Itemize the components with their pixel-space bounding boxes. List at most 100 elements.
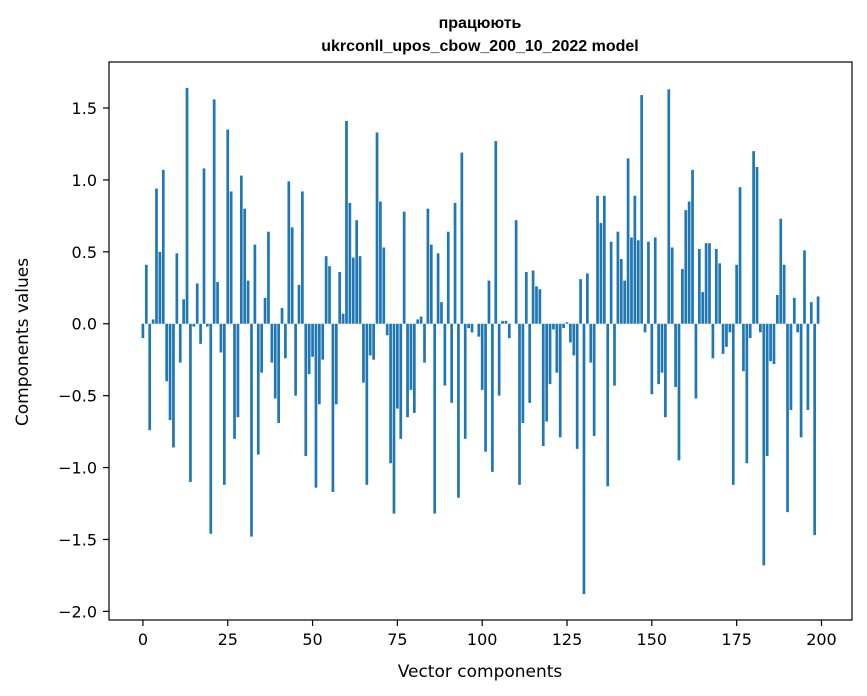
bar — [806, 323, 810, 411]
bar — [446, 231, 450, 324]
bar — [392, 323, 396, 514]
bar — [168, 323, 172, 421]
bar — [365, 323, 369, 485]
x-tick-label: 25 — [218, 630, 238, 649]
bar — [226, 129, 230, 324]
y-tick-label: −1.0 — [58, 459, 97, 478]
bar — [297, 284, 301, 324]
bar — [518, 323, 521, 485]
bar — [423, 323, 426, 363]
bar — [538, 289, 542, 324]
bar — [457, 323, 460, 498]
bar — [243, 208, 247, 324]
chart-subtitle: ukrconll_upos_cbow_200_10_2022 model — [321, 38, 638, 55]
bar — [765, 323, 769, 457]
bar — [762, 323, 766, 566]
bar — [813, 323, 817, 536]
bar — [721, 323, 725, 354]
bar — [755, 166, 759, 324]
bar — [307, 323, 311, 375]
bar — [426, 208, 430, 324]
bar — [317, 323, 321, 405]
x-tick-label: 200 — [806, 630, 837, 649]
bar — [267, 231, 270, 324]
bar — [467, 323, 470, 329]
y-tick-label: −2.0 — [58, 602, 97, 621]
bar — [786, 323, 789, 513]
bar — [691, 169, 694, 324]
y-tick-label: 1.0 — [72, 171, 97, 190]
bar — [816, 296, 820, 324]
bar — [182, 299, 185, 324]
bar — [199, 323, 202, 344]
bar — [803, 250, 806, 324]
bar — [453, 202, 457, 324]
bar — [161, 169, 165, 324]
x-axis-label: Vector components — [398, 662, 563, 682]
bar — [497, 323, 501, 396]
bar — [697, 248, 701, 324]
bar — [602, 195, 606, 324]
bar — [779, 218, 783, 324]
bar — [331, 323, 335, 492]
bar — [796, 323, 800, 333]
x-tick-label: 125 — [552, 630, 583, 649]
bar — [416, 319, 420, 324]
bar — [491, 323, 494, 472]
bar — [664, 323, 667, 418]
bar — [633, 195, 637, 324]
bar — [460, 152, 464, 324]
bar — [711, 323, 715, 359]
bar — [548, 323, 552, 385]
bar — [348, 202, 352, 324]
bar — [613, 323, 616, 386]
bar — [239, 175, 243, 324]
bar — [586, 273, 589, 324]
bar — [484, 323, 487, 452]
bar — [681, 269, 684, 324]
bar — [789, 323, 793, 411]
bar — [579, 279, 582, 324]
bar — [616, 231, 620, 324]
bar — [433, 323, 437, 514]
bar — [521, 323, 525, 423]
y-axis-label: Components values — [13, 258, 33, 426]
bar — [731, 323, 735, 485]
bar — [396, 323, 399, 409]
bar — [772, 323, 776, 365]
bar — [385, 323, 389, 336]
bar — [284, 323, 287, 359]
bar — [148, 323, 152, 431]
bar — [684, 210, 688, 324]
bar — [304, 323, 308, 457]
bar — [362, 323, 365, 383]
bar — [748, 323, 752, 339]
bar — [406, 323, 409, 418]
y-tick-label: −0.5 — [58, 387, 97, 406]
bar — [368, 323, 372, 356]
bar — [233, 323, 236, 439]
bars-group — [141, 87, 820, 595]
bar — [236, 323, 240, 418]
bar — [552, 323, 555, 330]
bar — [165, 323, 169, 382]
bar — [443, 323, 447, 386]
bar — [222, 323, 226, 485]
bar — [477, 323, 481, 337]
bar — [273, 323, 277, 399]
bar — [382, 247, 386, 324]
x-tick-label: 175 — [721, 630, 752, 649]
bar — [202, 168, 206, 324]
bar — [704, 243, 708, 324]
bar — [524, 271, 528, 324]
bar — [470, 323, 474, 333]
y-axis-ticks: −2.0 −1.5 −1.0 −0.5 0.0 0.5 1.0 1.5 — [58, 99, 109, 621]
bar — [290, 227, 294, 324]
bar — [256, 323, 260, 455]
bar — [358, 256, 362, 324]
y-tick-label: −1.5 — [58, 530, 97, 549]
chart-title: працюють — [439, 15, 522, 32]
bar — [192, 323, 196, 327]
bar — [144, 264, 148, 324]
bar — [402, 211, 406, 324]
